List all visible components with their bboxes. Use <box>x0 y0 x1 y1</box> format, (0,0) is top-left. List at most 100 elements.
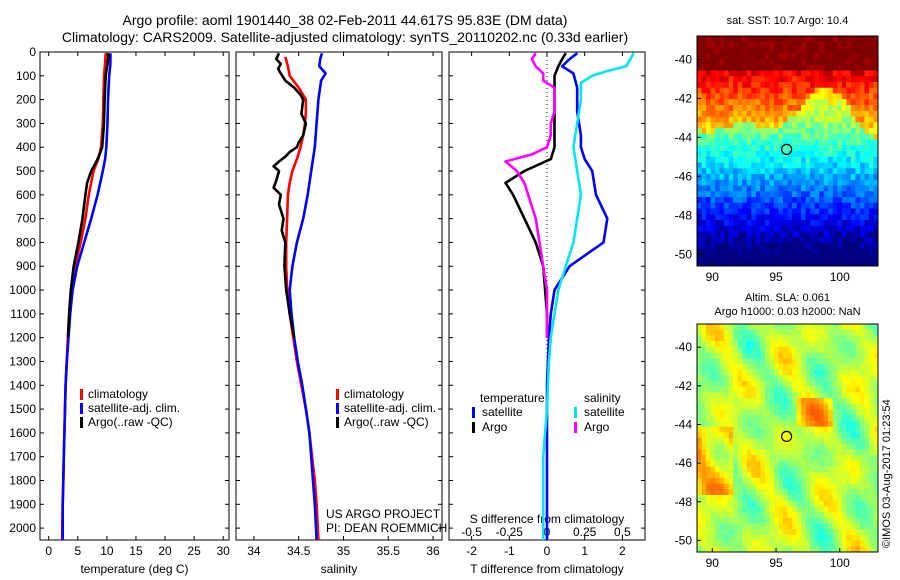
sst_map-cell <box>733 168 739 175</box>
sla_map-cell <box>751 341 757 348</box>
sla_map-cell <box>737 529 743 536</box>
sst_map-cell <box>814 116 820 123</box>
project-line1: US ARGO PROJECT <box>326 507 441 521</box>
sla_map-cell <box>773 466 779 473</box>
sst_map-cell <box>733 99 739 106</box>
sla_map-cell <box>746 409 752 416</box>
sst_map-cell <box>810 139 816 146</box>
sst_map-cell <box>796 99 802 106</box>
sst_map-cell <box>724 185 730 192</box>
sla_map-cell <box>832 512 838 519</box>
sst_map-cell <box>701 179 707 186</box>
sla_map-cell <box>778 466 784 473</box>
sla_map-cell <box>828 523 834 530</box>
sla_map-cell <box>868 426 874 433</box>
sst_map-cell <box>769 248 775 255</box>
sst_map-cell <box>801 162 807 169</box>
sla_map-cell <box>868 477 874 484</box>
sst_map-cell <box>787 202 793 209</box>
sla_map-cell <box>855 483 861 490</box>
sla_map-cell <box>715 443 721 450</box>
sla_map-cell <box>819 432 825 439</box>
sla_map-cell <box>737 375 743 382</box>
sst_map-cell <box>751 133 757 140</box>
sst_map-cell <box>792 128 797 135</box>
sla_map-cell <box>724 512 730 519</box>
sst_map-cell <box>706 168 711 175</box>
sst_map-cell <box>760 254 766 261</box>
sst_map-cell <box>850 116 856 123</box>
sst_map-cell <box>823 225 829 232</box>
sst_map-cell <box>841 99 847 106</box>
sla_map-cell <box>810 409 816 416</box>
sst_map-cell <box>823 110 829 117</box>
sla_map-cell <box>701 358 707 365</box>
sst_map-cell <box>855 82 861 89</box>
sla_map-cell <box>832 489 838 496</box>
sst_map-ytick-label: -42 <box>675 91 693 105</box>
sst_map-cell <box>755 191 761 198</box>
sla_map-cell <box>710 506 716 513</box>
sla_map-cell <box>755 358 761 365</box>
sla_map-cell <box>846 438 852 445</box>
sst_map-cell <box>706 99 711 106</box>
sla_map-cell <box>805 466 811 473</box>
sst_map-cell <box>728 214 734 221</box>
sst_map-cell <box>873 41 879 48</box>
sla_map-cell <box>710 352 716 359</box>
sla_map-cell <box>755 529 761 536</box>
sla_map-cell <box>805 386 811 393</box>
sst_map-cell <box>728 151 734 158</box>
sst_map-cell <box>715 70 721 77</box>
sla_map-cell <box>868 386 874 393</box>
sst_map-cell <box>796 243 802 250</box>
sla_map-cell <box>855 403 861 410</box>
sla_map-cell <box>792 477 797 484</box>
sla_map-cell <box>819 375 825 382</box>
sla_map-cell <box>719 386 725 393</box>
sst_map-cell <box>864 59 870 66</box>
sla_map-cell <box>855 375 861 382</box>
sst_map-cell <box>792 185 797 192</box>
sst_map-cell <box>787 53 793 60</box>
sst_map-cell <box>706 202 711 209</box>
sla_map-cell <box>751 449 757 456</box>
sla_map-cell <box>728 443 734 450</box>
sst_map-cell <box>737 151 743 158</box>
sla_map-cell <box>868 495 874 502</box>
sst_map-cell <box>819 197 825 204</box>
sla_map-cell <box>805 477 811 484</box>
sla_map-cell <box>796 540 802 547</box>
sla_map-cell <box>742 472 748 479</box>
difference-xtick-label: -2 <box>466 544 477 558</box>
sla_map-cell <box>837 523 843 530</box>
sla_map-cell <box>701 500 707 507</box>
sst_map-cell <box>746 93 752 100</box>
sla_map-cell <box>773 438 779 445</box>
sla_map-cell <box>715 512 721 519</box>
sla_map-cell <box>719 403 725 410</box>
sst_map-cell <box>832 93 838 100</box>
sla_map-cell <box>850 335 856 342</box>
sla_map-cell <box>764 483 770 490</box>
sst_map-cell <box>841 41 847 48</box>
sla_map-cell <box>832 420 838 427</box>
sst_map-cell <box>810 93 816 100</box>
sst_map-cell <box>769 99 775 106</box>
sla_map-cell <box>846 512 852 519</box>
sst_map-cell <box>859 174 865 181</box>
sst_map-cell <box>801 36 807 43</box>
sst_map-cell <box>837 133 843 140</box>
sla_map-cell <box>733 517 739 524</box>
sst_map-cell <box>801 93 807 100</box>
sst_map-cell <box>764 110 770 117</box>
sla_map-cell <box>801 460 807 467</box>
sst_map-cell <box>841 237 847 244</box>
sla_map-cell <box>742 329 748 336</box>
sla_map-cell <box>706 466 711 473</box>
sst_map-cell <box>841 156 847 163</box>
sst_map-cell <box>697 105 702 112</box>
sst_map-cell <box>764 254 770 261</box>
sst_map-cell <box>737 208 743 215</box>
sla_map-cell <box>773 335 779 342</box>
